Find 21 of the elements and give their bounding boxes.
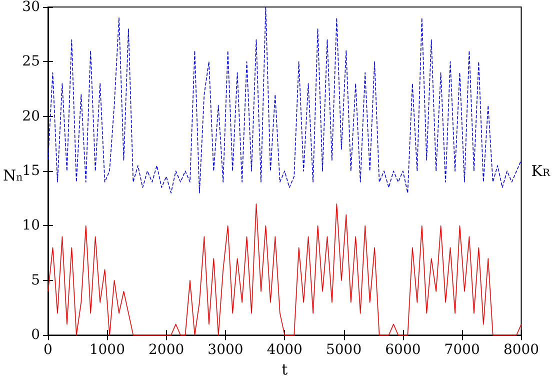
x-tick-label: 6000	[385, 342, 421, 358]
line-series	[48, 6, 522, 194]
x-tick-label: 8000	[503, 342, 540, 358]
x-tick-label: 2000	[148, 342, 184, 358]
x-tick-label: 4000	[266, 342, 302, 358]
x-tick-label: 3000	[208, 342, 244, 358]
y-tick-label: 25	[22, 54, 40, 70]
x-axis-title: t	[282, 360, 288, 378]
x-tick-label: 7000	[444, 342, 480, 358]
y-tick-label: 0	[31, 327, 40, 344]
y-tick-label: 20	[22, 108, 40, 124]
y-tick-label: 30	[22, 0, 40, 15]
y-tick-label: 10	[22, 218, 40, 234]
y2-axis-title: KR	[531, 162, 550, 180]
y-tick-label: 5	[31, 272, 40, 288]
line-series	[48, 203, 522, 336]
y-tick-label: 15	[22, 163, 40, 180]
y-axis-title: Nn	[3, 166, 24, 184]
x-tick-label: 1000	[89, 342, 125, 358]
x-tick-label: 5000	[326, 342, 362, 358]
x-tick-label: 0	[44, 342, 52, 358]
